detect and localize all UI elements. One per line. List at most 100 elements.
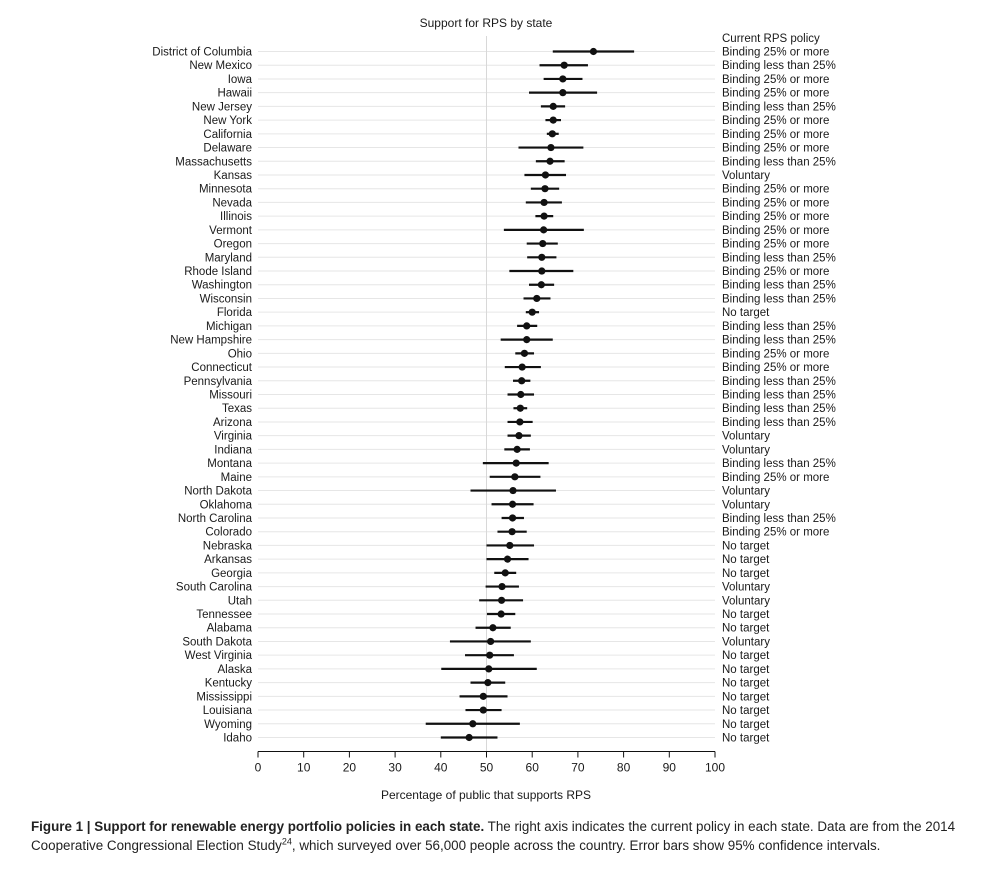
state-label: Montana: [207, 458, 252, 470]
data-point: [511, 473, 519, 481]
policy-label: Binding 25% or more: [722, 88, 829, 100]
data-point: [520, 349, 529, 357]
data-point: [540, 198, 548, 207]
state-label: North Dakota: [184, 486, 252, 498]
state-label: South Carolina: [176, 582, 253, 594]
data-point: [541, 171, 550, 179]
policy-label: No target: [722, 540, 770, 552]
policy-label: No target: [722, 554, 770, 566]
policy-label: Binding 25% or more: [722, 115, 829, 127]
x-tick-label: 80: [617, 761, 631, 775]
policy-label: No target: [722, 609, 770, 621]
state-label: North Carolina: [178, 513, 253, 525]
data-point: [523, 336, 531, 344]
x-tick-label: 0: [255, 761, 262, 775]
state-label: Indiana: [214, 444, 252, 456]
rps-support-chart: Support for RPS by state Current RPS pol…: [152, 16, 836, 802]
state-label: Rhode Island: [184, 266, 252, 278]
data-point: [497, 610, 505, 618]
policy-label: Binding less than 25%: [722, 280, 836, 292]
state-label: Washington: [192, 280, 252, 292]
data-point: [533, 294, 541, 303]
policy-label: Binding 25% or more: [722, 184, 829, 196]
data-point: [528, 308, 536, 316]
state-label: Virginia: [214, 431, 253, 443]
state-label: Mississippi: [196, 691, 252, 703]
data-point: [523, 322, 531, 330]
state-label: Tennessee: [196, 609, 252, 621]
x-axis-title: Percentage of public that supports RPS: [381, 788, 591, 802]
state-label: Nevada: [212, 197, 252, 209]
data-point: [501, 569, 509, 577]
state-label: Wyoming: [204, 719, 252, 731]
state-label: Colorado: [205, 527, 252, 539]
data-point: [559, 75, 567, 83]
caption-heading: Figure 1 | Support for renewable energy …: [31, 819, 485, 834]
data-point: [485, 665, 493, 673]
x-tick-label: 90: [663, 761, 677, 775]
data-point: [489, 624, 497, 632]
data-point: [479, 692, 487, 700]
data-point: [509, 486, 517, 495]
policy-label: Binding less than 25%: [722, 458, 836, 470]
policy-label: No target: [722, 678, 770, 690]
state-label: Massachusetts: [175, 156, 252, 168]
policy-label: Voluntary: [722, 486, 770, 498]
data-point: [538, 267, 546, 275]
state-label: Nebraska: [203, 540, 253, 552]
data-point: [515, 432, 523, 440]
policy-label: Binding 25% or more: [722, 197, 829, 209]
policy-label: No target: [722, 650, 770, 662]
data-point: [540, 226, 548, 234]
data-point: [508, 528, 516, 536]
data-point: [518, 363, 526, 371]
data-point: [540, 212, 548, 220]
data-point: [487, 637, 495, 646]
policy-label: Binding less than 25%: [722, 60, 836, 72]
x-tick-label: 40: [434, 761, 448, 775]
state-label: Connecticut: [191, 362, 253, 374]
data-point: [512, 459, 520, 467]
state-label: Arizona: [213, 417, 253, 429]
policy-label: Voluntary: [722, 431, 770, 443]
state-label: Minnesota: [199, 184, 253, 196]
state-label: Idaho: [223, 733, 252, 745]
data-point: [497, 596, 506, 604]
data-point: [559, 89, 567, 97]
state-label: South Dakota: [182, 636, 252, 648]
state-label: Alabama: [207, 623, 253, 635]
data-point: [538, 253, 546, 261]
policy-label: Voluntary: [722, 636, 770, 648]
policy-label: No target: [722, 664, 770, 676]
x-axis: 0 10 20 30 40 50 60 70 80 90 100: [255, 751, 725, 775]
state-label: District of Columbia: [152, 47, 252, 59]
data-point: [547, 143, 555, 152]
x-tick-label: 50: [480, 761, 494, 775]
state-label: Ohio: [228, 348, 252, 360]
state-label: Missouri: [209, 390, 252, 402]
state-label: Maryland: [205, 252, 252, 264]
data-point: [503, 555, 512, 563]
data-point: [546, 157, 554, 165]
data-point: [508, 500, 517, 508]
state-label: Michigan: [206, 321, 252, 333]
data-point: [516, 418, 524, 426]
policy-label: No target: [722, 733, 770, 745]
data-point: [537, 281, 545, 289]
policy-label: No target: [722, 623, 770, 635]
policy-label: Binding less than 25%: [722, 101, 836, 113]
state-label: Wisconsin: [200, 293, 252, 305]
policy-label: Binding less than 25%: [722, 513, 836, 525]
state-label: Alaska: [217, 664, 252, 676]
data-point: [539, 239, 547, 248]
state-label: New Jersey: [192, 101, 252, 113]
data-point: [548, 130, 556, 138]
state-label: California: [203, 129, 252, 141]
policy-label: Voluntary: [722, 582, 770, 594]
state-label: Kentucky: [205, 678, 253, 690]
data-point: [589, 47, 598, 56]
policy-label: Binding less than 25%: [722, 376, 836, 388]
data-point: [469, 720, 477, 728]
state-label: Arkansas: [204, 554, 252, 566]
policy-label: Binding less than 25%: [722, 335, 836, 347]
